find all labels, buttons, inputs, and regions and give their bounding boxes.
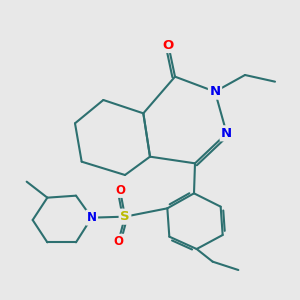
- Text: O: O: [115, 184, 125, 196]
- Text: N: N: [221, 127, 232, 140]
- Text: S: S: [120, 210, 130, 223]
- Text: N: N: [209, 85, 220, 98]
- Text: O: O: [163, 38, 174, 52]
- Text: O: O: [113, 235, 123, 248]
- Text: N: N: [87, 211, 97, 224]
